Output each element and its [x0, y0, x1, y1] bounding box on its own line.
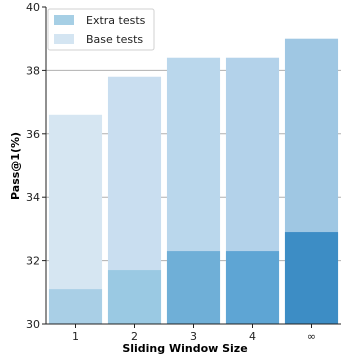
y-tick-label: 38	[26, 64, 40, 77]
y-tick-labels: 30 32 34 36 38 40	[26, 1, 46, 331]
y-tick-label: 36	[26, 128, 40, 141]
legend-label-extra-tests: Extra tests	[86, 14, 146, 27]
extra-tests-bars	[48, 232, 339, 324]
x-axis-label: Sliding Window Size	[122, 342, 247, 355]
y-tick-label: 40	[26, 1, 40, 14]
legend-label-base-tests: Base tests	[86, 33, 143, 46]
y-tick-label: 32	[26, 255, 40, 268]
bar-extra-tests	[284, 232, 339, 324]
y-tick-label: 30	[26, 318, 40, 331]
x-tick-label: 1	[72, 330, 79, 343]
legend-swatch-base-tests	[54, 34, 74, 44]
legend-frame	[47, 8, 155, 51]
bar-extra-tests	[225, 251, 280, 324]
legend-swatch-extra-tests	[54, 15, 74, 25]
x-tick-label: 2	[131, 330, 138, 343]
legend: Extra tests Base tests	[47, 8, 155, 51]
bar-extra-tests	[107, 270, 162, 324]
y-axis-label: Pass@1(%)	[9, 132, 22, 200]
x-tick-label: 3	[190, 330, 197, 343]
x-tick-label: 4	[249, 330, 256, 343]
bar-extra-tests	[166, 251, 221, 324]
x-tick-label: ∞	[307, 330, 316, 343]
x-tick-labels: 1 2 3 4 ∞	[72, 324, 316, 343]
y-tick-label: 34	[26, 191, 40, 204]
bar-extra-tests	[48, 289, 103, 324]
